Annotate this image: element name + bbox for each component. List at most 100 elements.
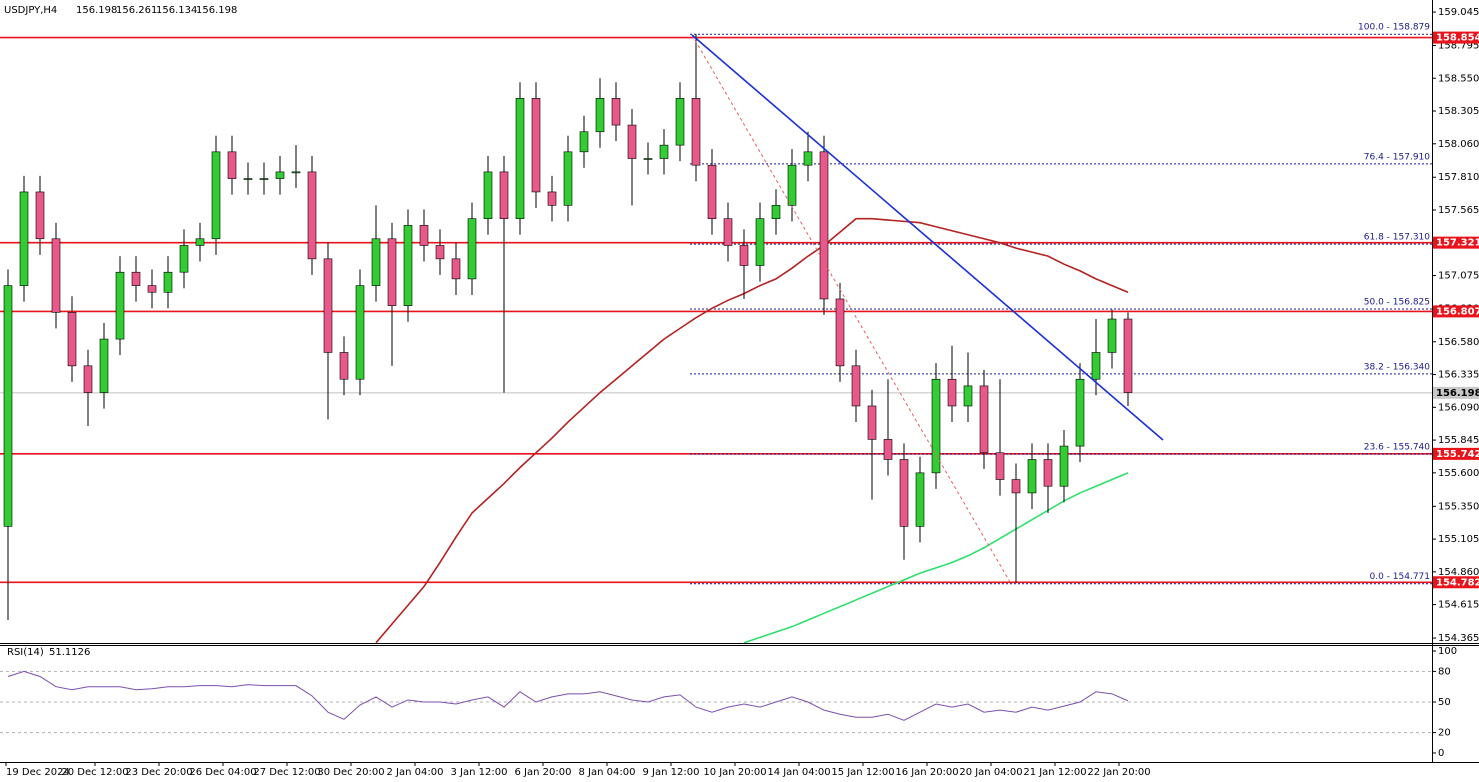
trend-line (691, 34, 1164, 441)
candle-body (243, 178, 253, 180)
candle-body (499, 171, 509, 220)
candle-body (195, 238, 205, 246)
candle-body (675, 98, 685, 146)
x-tick-label: 10 Jan 20:00 (703, 767, 766, 778)
y-tick-label: 156.335 (1438, 370, 1479, 381)
candle-body (371, 238, 381, 286)
candle-body (547, 191, 557, 206)
header-value: 156.198 (196, 5, 237, 16)
price-tag (1433, 386, 1479, 399)
y-tick-label: 157.075 (1438, 271, 1479, 282)
candle-body (67, 312, 77, 367)
candle-body (19, 191, 29, 286)
candle-body (3, 285, 13, 527)
price-tag (1433, 447, 1479, 460)
candle-body (291, 171, 301, 174)
price-tag-label: 154.782 (1436, 577, 1479, 588)
candle-body (227, 151, 237, 179)
y-tick-label: 155.845 (1438, 435, 1479, 446)
x-tick-label: 26 Dec 04:00 (189, 767, 256, 778)
candle-body (835, 298, 845, 367)
candle-body (51, 238, 61, 313)
fib-level-label: 0.0 - 154.771 (1370, 572, 1431, 582)
candle-body (1011, 479, 1021, 494)
candle-body (211, 151, 221, 240)
candle-body (83, 365, 93, 393)
candle-body (307, 171, 317, 260)
rsi-y-tick-label: 80 (1438, 666, 1451, 677)
y-tick-label: 157.565 (1438, 205, 1479, 216)
y-tick-label: 154.860 (1438, 567, 1479, 578)
candle-body (1091, 352, 1101, 380)
fib-level-label: 50.0 - 156.825 (1364, 297, 1430, 307)
price-tag (1433, 31, 1479, 44)
candle-body (1059, 445, 1069, 487)
fib-level-label: 23.6 - 155.740 (1364, 443, 1430, 453)
candle-body (1123, 318, 1133, 393)
rsi-y-tick-label: 0 (1438, 748, 1444, 759)
y-tick-label: 157.810 (1438, 172, 1479, 183)
candle-body (771, 205, 781, 220)
candle-body (803, 151, 813, 166)
candle-body (355, 285, 365, 380)
candle-body (659, 144, 669, 159)
candle-body (419, 225, 429, 246)
x-tick-label: 8 Jan 04:00 (579, 767, 636, 778)
candle-body (723, 218, 733, 246)
candle-body (899, 459, 909, 527)
y-tick-label: 154.615 (1438, 600, 1479, 611)
fib-level-label: 100.0 - 158.879 (1358, 23, 1430, 33)
candle-body (563, 151, 573, 206)
candle-body (867, 405, 877, 440)
x-tick-label: 30 Dec 20:00 (317, 767, 384, 778)
x-tick-label: 20 Jan 04:00 (959, 767, 1022, 778)
candle-body (787, 164, 797, 206)
candle-body (339, 352, 349, 380)
header-value: 156.261 (116, 5, 157, 16)
candle-body (595, 98, 605, 133)
candle-body (467, 218, 477, 280)
fib-level-label: 38.2 - 156.340 (1364, 362, 1430, 372)
candle-body (739, 245, 749, 266)
y-tick-label: 158.305 (1438, 106, 1479, 117)
candle-body (931, 378, 941, 474)
candle-body (707, 164, 717, 220)
candle-body (259, 178, 269, 180)
y-tick-label: 155.350 (1438, 501, 1479, 512)
candle-body (115, 271, 125, 340)
candle-body (819, 151, 829, 300)
candle-body (515, 98, 525, 220)
candle-body (99, 338, 109, 393)
candle-body (435, 245, 445, 260)
candle-body (179, 245, 189, 273)
header-value: 156.198 (76, 5, 117, 16)
rsi-y-tick-label: 20 (1438, 728, 1451, 739)
candle-body (995, 452, 1005, 480)
candle-body (883, 439, 893, 460)
candle-body (691, 98, 701, 166)
price-tag-label: 155.742 (1436, 449, 1479, 460)
candle-body (387, 238, 397, 306)
candle-body (403, 225, 413, 306)
candle-body (275, 171, 285, 179)
candle-body (1043, 459, 1053, 487)
y-tick-label: 156.580 (1438, 337, 1479, 348)
x-tick-label: 21 Jan 12:00 (1023, 767, 1086, 778)
x-tick-label: 23 Dec 20:00 (125, 767, 192, 778)
candle-body (851, 365, 861, 407)
x-tick-label: 9 Jan 12:00 (643, 767, 700, 778)
price-tag (1433, 576, 1479, 589)
price-tag (1433, 236, 1479, 249)
price-tag-label: 156.807 (1436, 306, 1479, 317)
candle-body (131, 271, 141, 286)
x-tick-label: 15 Jan 12:00 (831, 767, 894, 778)
candle-body (643, 158, 653, 160)
rsi-y-tick-label: 100 (1438, 646, 1457, 657)
candle-body (963, 385, 973, 407)
y-tick-label: 158.795 (1438, 40, 1479, 51)
x-tick-label: 19 Dec 2024 (6, 767, 70, 778)
rsi-line (7, 670, 1129, 721)
moving-average (375, 217, 1129, 644)
